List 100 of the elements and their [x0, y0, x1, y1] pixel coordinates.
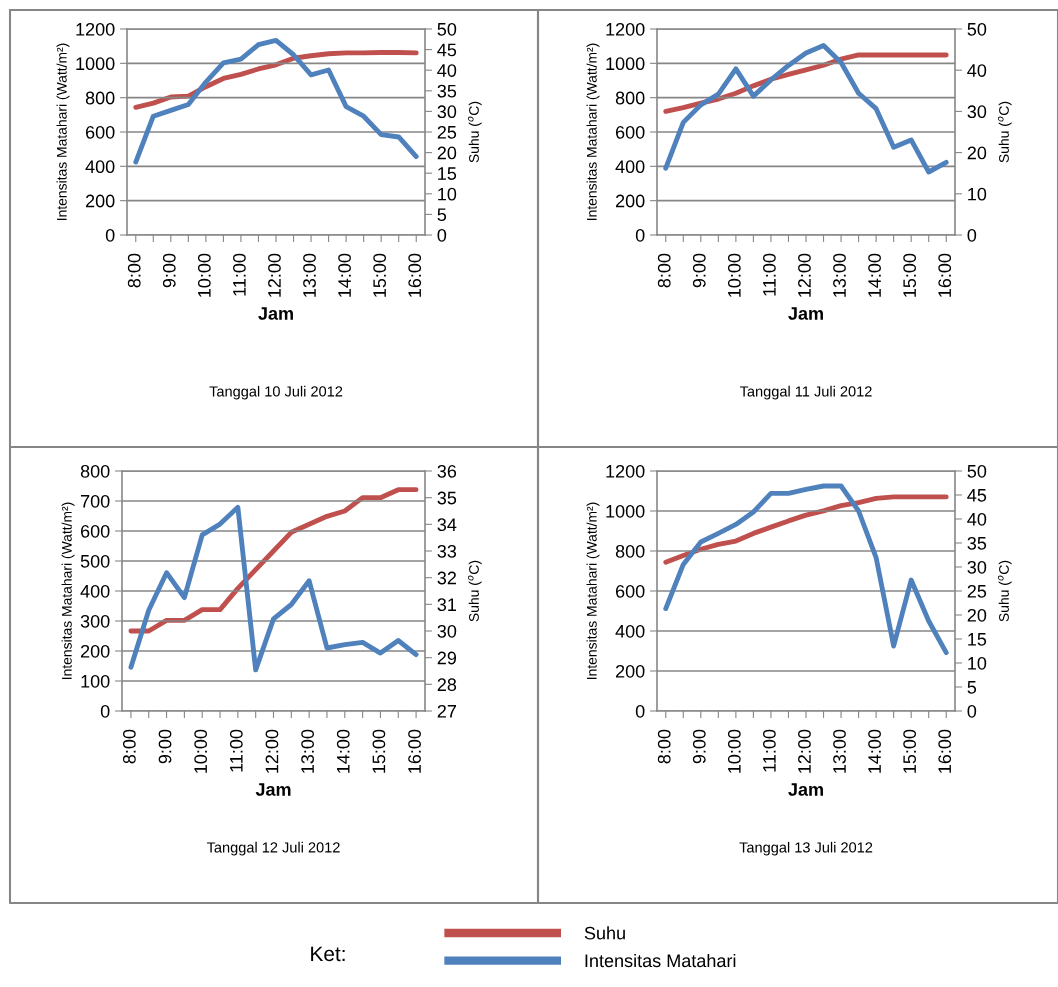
x-axis-title: Jam: [788, 307, 823, 320]
y2-tick-label: 29: [437, 651, 457, 665]
x-tick-label: 8:00: [122, 729, 136, 764]
x-tick-label: 13:00: [301, 729, 314, 773]
y2-axis-title: Suhu ($^{o}$C): [998, 101, 1012, 163]
y2-tick-label: 33: [437, 544, 457, 558]
x-tick-label: 15:00: [373, 253, 387, 297]
y2-axis-title: Suhu ($^{o}$C): [998, 560, 1012, 622]
x-tick-label: 9:00: [158, 729, 172, 764]
y2-tick-label: 25: [437, 125, 457, 139]
text: Tanggal 13 Juli 2012: [739, 841, 873, 856]
y-tick-label: 1200: [606, 464, 645, 478]
y2-tick-label: 35: [437, 491, 457, 505]
x-tick-label: 11:00: [229, 729, 243, 772]
text: Tanggal 12 Juli 2012: [206, 841, 340, 856]
x-tick-label: 11:00: [763, 253, 776, 296]
x-tick-label: 10:00: [197, 253, 211, 297]
x-tick-label: 14:00: [338, 253, 351, 297]
x-tick-label: 12:00: [268, 253, 281, 297]
y-tick-label: 500: [80, 554, 110, 568]
y-tick-label: 200: [80, 644, 110, 658]
y2-axis-title: Suhu ($^{o}$C): [468, 560, 482, 622]
x-tick-label: 8:00: [657, 729, 671, 764]
line-series: [663, 494, 949, 565]
line-series: [128, 487, 419, 634]
x-tick-label: 9:00: [162, 253, 176, 288]
x-tick-label: 15:00: [903, 253, 917, 297]
y2-tick-label: 30: [437, 105, 457, 119]
legend-title: Ket:: [311, 946, 345, 962]
text: Suhu: [584, 926, 625, 940]
y-tick-label: 400: [615, 160, 645, 174]
text: Tanggal 10 Juli 2012: [209, 385, 343, 400]
y-tick-label: 0: [105, 228, 115, 242]
y-tick-label: 1000: [606, 504, 645, 518]
y2-tick-label: 35: [967, 536, 987, 550]
y2-tick-label: 45: [967, 489, 987, 502]
y2-tick-label: 50: [967, 22, 987, 36]
x-tick-label: 16:00: [408, 729, 421, 773]
y2-tick-label: 34: [437, 518, 457, 532]
y-tick-label: 1000: [76, 57, 115, 71]
y-tick-label: 600: [615, 125, 645, 139]
y-tick-label: 800: [85, 91, 115, 105]
y-tick-label: 600: [80, 524, 110, 538]
y-tick-label: 400: [80, 584, 110, 598]
y2-tick-label: 28: [437, 678, 457, 692]
y2-tick-label: 40: [967, 64, 987, 77]
x-tick-label: 12:00: [798, 253, 811, 297]
y2-tick-label: 25: [967, 584, 987, 598]
y2-tick-label: 10: [438, 187, 457, 201]
y-tick-label: 1200: [606, 22, 645, 36]
x-tick-label: 14:00: [868, 729, 881, 773]
y-tick-label: 600: [85, 125, 115, 139]
y-axis-title: Intensitas Matahari (Watt/m²): [56, 43, 70, 220]
y-tick-label: 0: [635, 704, 645, 718]
y-tick-label: 100: [81, 674, 110, 688]
line-series: [663, 43, 949, 175]
x-axis-title: Jam: [258, 307, 293, 320]
y-tick-label: 0: [635, 228, 645, 242]
y-tick-label: 1000: [606, 57, 645, 71]
x-tick-label: 14:00: [868, 253, 881, 297]
y2-tick-label: 0: [437, 228, 447, 242]
x-tick-label: 16:00: [938, 253, 952, 297]
x-tick-label: 12:00: [265, 729, 279, 773]
y-tick-label: 200: [85, 194, 115, 208]
x-tick-label: 10:00: [727, 253, 741, 297]
y-tick-label: 300: [80, 614, 110, 628]
y2-tick-label: 5: [437, 208, 447, 222]
y-axis-title: Intensitas Matahari (Watt/m²): [586, 43, 600, 220]
y2-tick-label: 20: [967, 146, 987, 160]
x-tick-label: 10:00: [727, 729, 741, 773]
x-tick-label: 16:00: [938, 729, 952, 773]
x-tick-label: 16:00: [408, 253, 422, 297]
x-tick-label: 13:00: [833, 729, 846, 773]
y2-tick-label: 20: [437, 146, 457, 160]
y2-tick-label: 50: [437, 22, 457, 36]
y2-tick-label: 40: [437, 64, 457, 77]
y2-tick-label: 10: [968, 187, 987, 201]
y2-tick-label: 31: [437, 598, 457, 612]
y-tick-label: 700: [81, 494, 110, 508]
x-tick-label: 10:00: [194, 729, 208, 773]
y-tick-label: 200: [615, 664, 645, 678]
line-series: [663, 483, 949, 656]
x-axis-title: Jam: [255, 783, 291, 796]
y2-tick-label: 35: [437, 84, 457, 98]
y2-tick-label: 30: [967, 105, 987, 119]
y-axis-title: Intensitas Matahari (Watt/m²): [586, 502, 600, 679]
x-tick-label: 8:00: [657, 253, 671, 288]
y2-tick-label: 30: [437, 624, 457, 638]
text: Tanggal 11 Juli 2012: [739, 385, 872, 400]
y-tick-label: 400: [615, 624, 645, 638]
x-tick-label: 9:00: [692, 729, 706, 764]
x-tick-label: 13:00: [303, 253, 316, 297]
y-tick-label: 800: [80, 464, 110, 478]
y2-tick-label: 30: [967, 560, 987, 574]
x-tick-label: 13:00: [833, 253, 846, 297]
y-tick-label: 600: [615, 584, 645, 598]
y-tick-label: 400: [85, 160, 115, 174]
x-tick-label: 15:00: [903, 729, 917, 773]
y2-tick-label: 36: [437, 464, 457, 478]
line-series: [128, 504, 419, 673]
